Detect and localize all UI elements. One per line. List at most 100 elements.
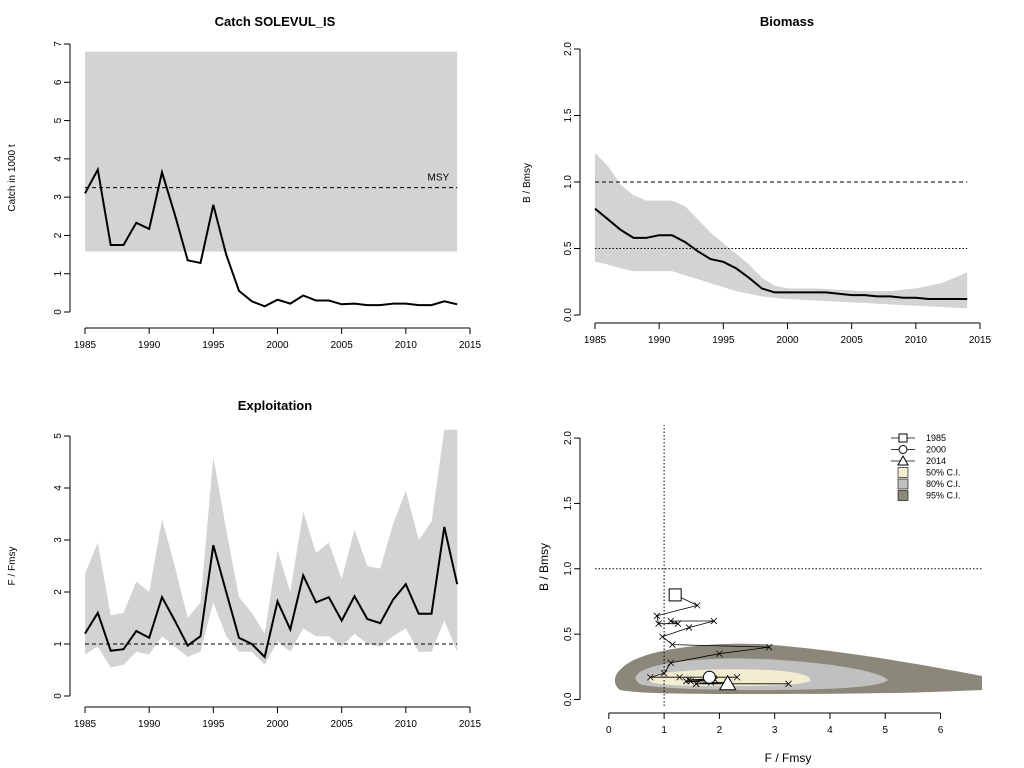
trajectory-point <box>682 677 690 685</box>
y-tick-label: 7 <box>53 41 64 47</box>
x-tick-label: 1985 <box>74 340 97 351</box>
exploitation-ci-band <box>85 429 458 668</box>
x-tick-label: 2005 <box>331 719 354 730</box>
trajectory-point <box>716 650 723 658</box>
y-axis-label: B / Bmsy <box>537 543 551 591</box>
x-tick-label: 2015 <box>459 340 482 351</box>
legend-label: 2000 <box>926 445 946 455</box>
legend-triangle-marker <box>897 454 909 466</box>
trajectory-point <box>667 659 675 667</box>
trajectory-point <box>667 617 675 625</box>
trajectory-point <box>674 620 682 627</box>
trajectory-point <box>655 620 662 627</box>
x-tick-label: 2000 <box>266 340 289 351</box>
y-tick-label: 0.5 <box>563 241 574 255</box>
y-axis-label: F / Fmsy <box>7 547 18 586</box>
y-tick-label: 0.0 <box>563 308 574 322</box>
chart-title: Catch SOLEVUL_IS <box>215 14 336 29</box>
biomass-ci-band <box>595 152 968 309</box>
x-tick-label: 1990 <box>138 719 161 730</box>
y-tick-label: 2.0 <box>563 42 574 56</box>
trajectory-point <box>765 643 773 651</box>
x-tick-label: 6 <box>938 725 944 736</box>
x-tick-label: 2 <box>717 725 723 736</box>
legend-label: 95% C.I. <box>926 491 961 501</box>
year-1985-marker <box>668 588 682 602</box>
trajectory-point <box>733 673 741 681</box>
y-tick-label: 3 <box>53 537 64 543</box>
trajectory-point <box>693 602 701 609</box>
legend-label: 2014 <box>926 456 946 466</box>
x-tick-label: 1 <box>661 725 667 736</box>
exploitation-line <box>84 526 459 659</box>
y-axis-label: Catch in 1000 t <box>7 144 18 211</box>
y-tick-label: 1 <box>53 641 64 647</box>
legend-ci-swatch <box>897 478 909 490</box>
x-tick-label: 4 <box>827 725 833 736</box>
legend-label: 80% C.I. <box>926 479 961 489</box>
y-tick-label: 0.5 <box>563 627 574 641</box>
trajectory-point <box>660 670 668 677</box>
x-tick-label: 1995 <box>712 335 735 346</box>
x-tick-label: 1985 <box>584 335 607 346</box>
msy-label: MSY <box>427 173 449 184</box>
y-tick-label: 2.0 <box>563 431 574 445</box>
y-tick-label: 5 <box>53 117 64 123</box>
y-tick-label: 2 <box>53 232 64 238</box>
legend-circle-marker <box>898 445 908 454</box>
y-tick-label: 6 <box>53 79 64 85</box>
x-tick-label: 2010 <box>905 335 928 346</box>
x-tick-label: 2000 <box>266 719 289 730</box>
year-2000-marker <box>702 670 716 684</box>
y-tick-label: 1 <box>53 270 64 276</box>
x-tick-label: 1990 <box>648 335 671 346</box>
y-tick-label: 3 <box>53 194 64 200</box>
x-tick-label: 2010 <box>395 719 418 730</box>
trajectory-point <box>647 673 654 681</box>
trajectory-point <box>685 624 693 631</box>
x-tick-label: 2000 <box>776 335 799 346</box>
biomass-line <box>594 207 968 300</box>
msy-range-band <box>85 51 458 252</box>
y-tick-label: 0 <box>53 693 64 699</box>
x-tick-label: 5 <box>882 725 888 736</box>
x-tick-label: 1995 <box>202 340 225 351</box>
x-tick-label: 2005 <box>331 340 354 351</box>
chart-title: Exploitation <box>238 398 312 413</box>
trajectory-point <box>710 617 718 625</box>
trajectory-point <box>785 680 792 688</box>
trajectory-point <box>676 673 683 681</box>
x-tick-label: 2015 <box>969 335 992 346</box>
x-tick-label: 2010 <box>395 340 418 351</box>
x-tick-label: 3 <box>772 725 778 736</box>
x-tick-label: 2005 <box>841 335 864 346</box>
y-axis-label: B / Bmsy <box>522 163 533 203</box>
kobe-panel: 0 1 2 3 4 5 6 0.0 0.5 1.0 1.5 2.0 B / Bmsy F / Fmsy 19… <box>537 425 982 765</box>
y-tick-label: 4 <box>53 156 64 162</box>
biomass-panel: 1985 1990 1995 2000 2005 2010 2015 0.0 0.5 1.0 1.5… <box>522 14 992 346</box>
y-tick-label: 5 <box>53 433 64 439</box>
trajectory-point <box>692 680 700 688</box>
y-tick-label: 4 <box>53 485 64 491</box>
x-tick-label: 1985 <box>74 719 97 730</box>
y-tick-label: 1.0 <box>563 561 574 575</box>
y-tick-label: 0.0 <box>563 692 574 706</box>
x-tick-label: 1990 <box>138 340 161 351</box>
legend-ci-swatch <box>897 490 909 501</box>
catch-line <box>84 166 458 308</box>
y-tick-label: 1.5 <box>563 496 574 510</box>
trajectory-point <box>653 612 661 620</box>
y-tick-label: 2 <box>53 589 64 595</box>
legend-label: 50% C.I. <box>926 468 961 478</box>
chart-title: Biomass <box>760 14 814 29</box>
x-tick-label: 1995 <box>202 719 225 730</box>
catch-panel: MSY 1985 1990 1995 2000 2005 2010 2015 0 1 2 3 4 5 6 7 C… <box>7 14 482 351</box>
x-tick-label: 0 <box>606 725 612 736</box>
legend-ci-swatch <box>897 467 909 478</box>
trajectory-point <box>659 633 666 641</box>
y-tick-label: 1.0 <box>563 175 574 189</box>
legend-label: 1985 <box>926 433 946 443</box>
x-tick-label: 2015 <box>459 719 482 730</box>
exploitation-panel: 1985 1990 1995 2000 2005 2010 2015 0 1 2 3 4 5 Exploi… <box>7 398 482 730</box>
